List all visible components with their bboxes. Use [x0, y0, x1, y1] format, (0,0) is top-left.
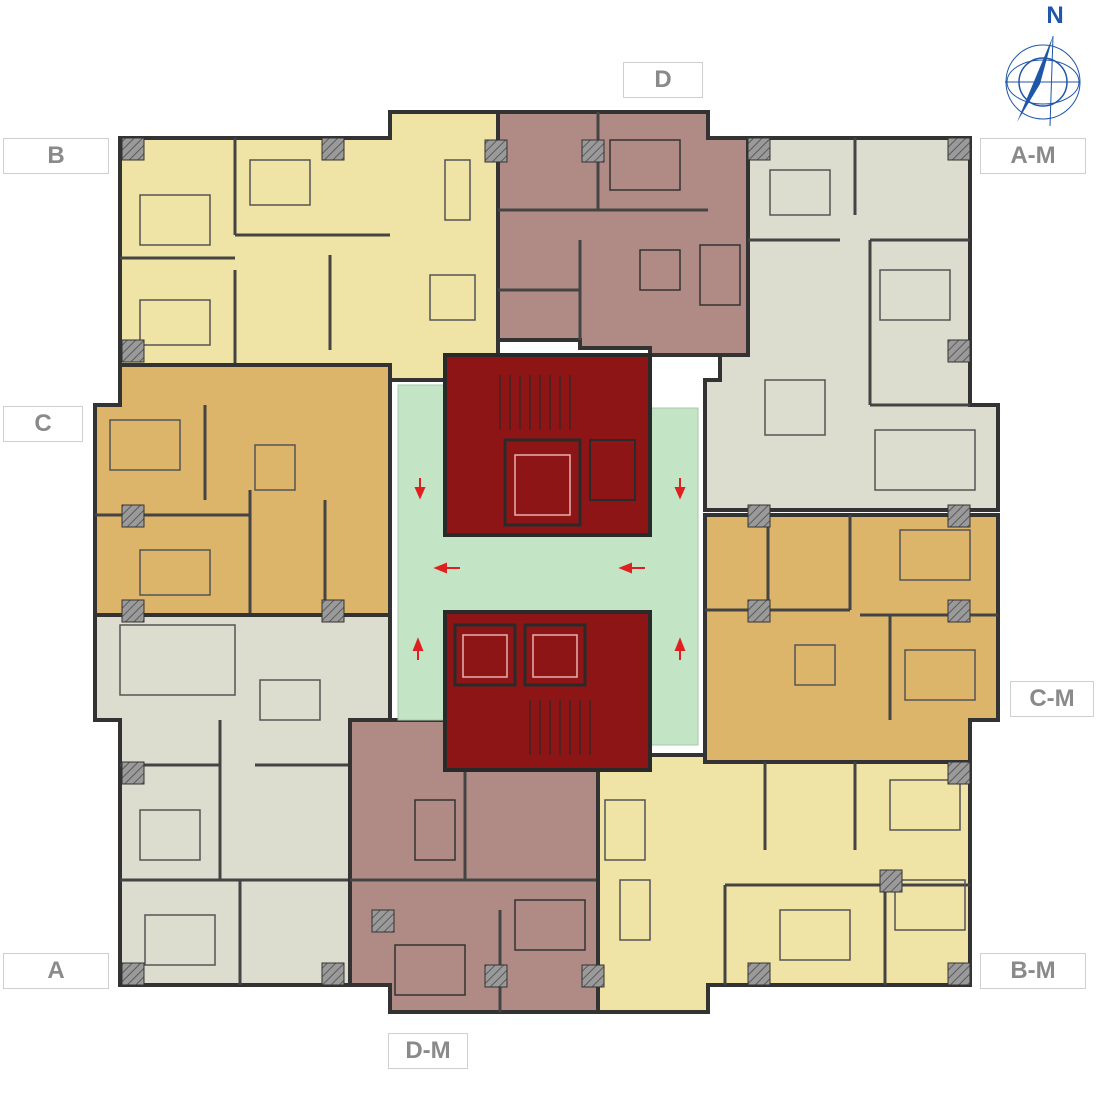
- unit-label-D: D: [623, 62, 703, 98]
- unit-C-area: [93, 363, 392, 617]
- unit-label-C: C: [3, 406, 83, 442]
- compass-icon: [1005, 35, 1081, 127]
- compass-north-label: N: [1046, 2, 1064, 29]
- unit-B-area: [118, 110, 500, 382]
- egress-arrows: [412, 478, 686, 660]
- unit-label-D-M: D-M: [388, 1033, 468, 1069]
- unit-label-C-M: C-M: [1010, 681, 1094, 717]
- structural-columns: [121, 137, 971, 988]
- core-north: [443, 353, 652, 537]
- unit-label-A: A: [3, 953, 109, 989]
- unit-CM-area: [703, 513, 1000, 764]
- unit-D-area: [496, 110, 750, 357]
- core-south: [443, 610, 652, 772]
- unit-BM-area: [596, 753, 972, 1014]
- unit-label-B: B: [3, 138, 109, 174]
- unit-A-area: [93, 613, 392, 987]
- unit-AM-area: [703, 136, 1000, 512]
- unit-label-B-M: B-M: [980, 953, 1086, 989]
- unit-label-A-M: A-M: [980, 138, 1086, 174]
